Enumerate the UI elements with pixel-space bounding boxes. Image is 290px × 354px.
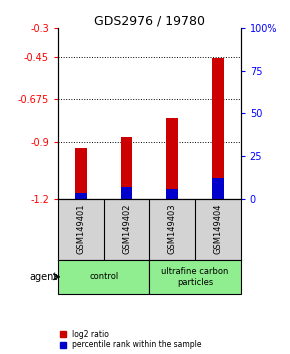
Text: GSM149401: GSM149401	[76, 204, 85, 255]
Text: agent: agent	[30, 272, 58, 282]
Text: ultrafine carbon
particles: ultrafine carbon particles	[161, 267, 229, 286]
Bar	[212, 178, 224, 199]
Legend: log2 ratio, percentile rank within the sample: log2 ratio, percentile rank within the s…	[59, 329, 202, 350]
Bar	[75, 193, 86, 199]
Bar	[212, 58, 224, 199]
Text: GSM149404: GSM149404	[213, 204, 222, 255]
Bar	[166, 189, 178, 199]
Bar	[166, 118, 178, 199]
Text: GSM149402: GSM149402	[122, 204, 131, 255]
Bar	[121, 188, 132, 199]
Bar	[149, 260, 241, 294]
Bar	[75, 148, 86, 199]
Bar	[121, 137, 132, 199]
Title: GDS2976 / 19780: GDS2976 / 19780	[94, 14, 205, 27]
Bar	[58, 260, 149, 294]
Text: GSM149403: GSM149403	[168, 204, 177, 255]
Text: control: control	[89, 272, 118, 281]
